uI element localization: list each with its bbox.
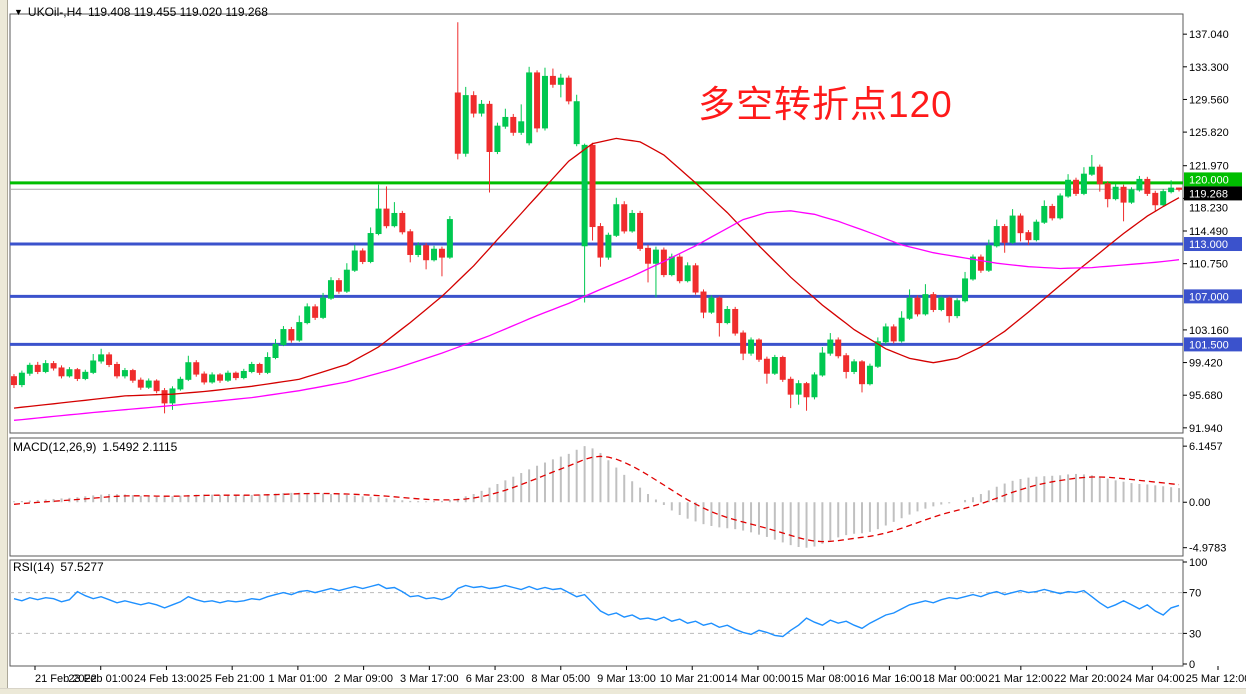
- svg-text:125.820: 125.820: [1189, 127, 1229, 139]
- svg-text:95.680: 95.680: [1189, 390, 1223, 402]
- svg-text:9 Mar 13:00: 9 Mar 13:00: [597, 673, 656, 685]
- svg-text:24 Feb 13:00: 24 Feb 13:00: [134, 673, 199, 685]
- pane-frames: [9, 13, 1184, 667]
- svg-text:118.230: 118.230: [1189, 202, 1228, 214]
- svg-text:129.560: 129.560: [1189, 94, 1229, 106]
- macd-signal-line: [13, 455, 1180, 543]
- svg-text:14 Mar 00:00: 14 Mar 00:00: [726, 673, 791, 685]
- svg-text:114.490: 114.490: [1189, 226, 1228, 238]
- symbol-label: UKOil-,H4: [27, 5, 82, 19]
- svg-text:120.000: 120.000: [1189, 174, 1229, 186]
- chart-annotation-text: 多空转折点120: [698, 84, 953, 125]
- chart-title-bar: ▼ UKOil-,H4 119.408 119.455 119.020 119.26…: [14, 5, 274, 19]
- macd-histogram: [12, 446, 1181, 548]
- price-badge-113.000: 113.000: [1184, 237, 1242, 252]
- svg-text:21 Feb 2022: 21 Feb 2022: [35, 673, 97, 685]
- rsi-line: [13, 583, 1180, 638]
- svg-text:101.500: 101.500: [1189, 339, 1229, 351]
- horizontal-level-lines[interactable]: [10, 181, 1183, 346]
- svg-text:3 Mar 17:00: 3 Mar 17:00: [400, 673, 459, 685]
- svg-text:70: 70: [1189, 588, 1201, 600]
- svg-text:16 Mar 16:00: 16 Mar 16:00: [857, 673, 922, 685]
- svg-text:0.00: 0.00: [1189, 497, 1210, 509]
- svg-text:-4.9783: -4.9783: [1189, 543, 1226, 555]
- svg-text:22 Mar 20:00: 22 Mar 20:00: [1054, 673, 1119, 685]
- macd-indicator-label: MACD(12,26,9) 1.5492 2.1115: [13, 440, 183, 454]
- window-edge-strip: [0, 0, 8, 694]
- price-badge-120: 120.000: [1184, 172, 1242, 187]
- svg-text:23 Feb 01:00: 23 Feb 01:00: [68, 673, 133, 685]
- rsi-name: RSI(14): [13, 560, 55, 574]
- svg-text:30: 30: [1189, 628, 1201, 640]
- symbol-dropdown-icon[interactable]: ▼: [14, 7, 23, 17]
- svg-text:100: 100: [1189, 557, 1207, 569]
- svg-text:21 Mar 12:00: 21 Mar 12:00: [988, 673, 1053, 685]
- svg-text:24 Mar 04:00: 24 Mar 04:00: [1120, 673, 1185, 685]
- svg-text:119.268: 119.268: [1189, 188, 1228, 200]
- svg-text:113.000: 113.000: [1189, 239, 1228, 251]
- svg-text:110.750: 110.750: [1189, 259, 1228, 271]
- price-axis[interactable]: 137.040 133.300 129.560 125.820 121.970 118.2…: [1183, 29, 1229, 671]
- svg-text:103.160: 103.160: [1189, 325, 1229, 337]
- ohlc-values: 119.408 119.455 119.020 119.268: [87, 5, 268, 19]
- macd-name: MACD(12,26,9): [13, 440, 97, 454]
- svg-text:6.1457: 6.1457: [1189, 441, 1223, 453]
- candlesticks[interactable]: [10, 22, 1183, 414]
- rsi-value: 57.5277: [60, 560, 104, 574]
- svg-text:25 Mar 12:00: 25 Mar 12:00: [1186, 673, 1246, 685]
- svg-text:25 Feb 21:00: 25 Feb 21:00: [200, 673, 265, 685]
- svg-text:99.420: 99.420: [1189, 358, 1223, 370]
- svg-text:6 Mar 23:00: 6 Mar 23:00: [466, 673, 525, 685]
- svg-text:8 Mar 05:00: 8 Mar 05:00: [531, 673, 590, 685]
- rsi-indicator-label: RSI(14) 57.5277: [13, 560, 110, 574]
- svg-text:15 Mar 08:00: 15 Mar 08:00: [791, 673, 856, 685]
- window-bottom-strip: [0, 688, 1246, 694]
- svg-text:91.940: 91.940: [1189, 423, 1223, 435]
- ma-fast-line: [13, 137, 1180, 409]
- svg-text:2 Mar 09:00: 2 Mar 09:00: [334, 673, 393, 685]
- current-price-badge: 119.268: [1184, 186, 1242, 201]
- svg-text:121.970: 121.970: [1189, 161, 1229, 173]
- svg-text:107.000: 107.000: [1189, 291, 1229, 303]
- svg-text:1 Mar 01:00: 1 Mar 01:00: [269, 673, 328, 685]
- svg-text:133.300: 133.300: [1189, 62, 1229, 74]
- macd-values: 1.5492 2.1115: [102, 440, 178, 454]
- svg-text:0: 0: [1189, 659, 1195, 671]
- svg-text:18 Mar 00:00: 18 Mar 00:00: [923, 673, 988, 685]
- rsi-level-lines: [10, 592, 1183, 634]
- svg-text:137.040: 137.040: [1189, 29, 1229, 41]
- svg-text:10 Mar 21:00: 10 Mar 21:00: [660, 673, 725, 685]
- price-badge-107.000: 107.000: [1184, 289, 1242, 304]
- price-badge-101.500: 101.500: [1184, 337, 1242, 352]
- ma-slow-line: [13, 210, 1180, 421]
